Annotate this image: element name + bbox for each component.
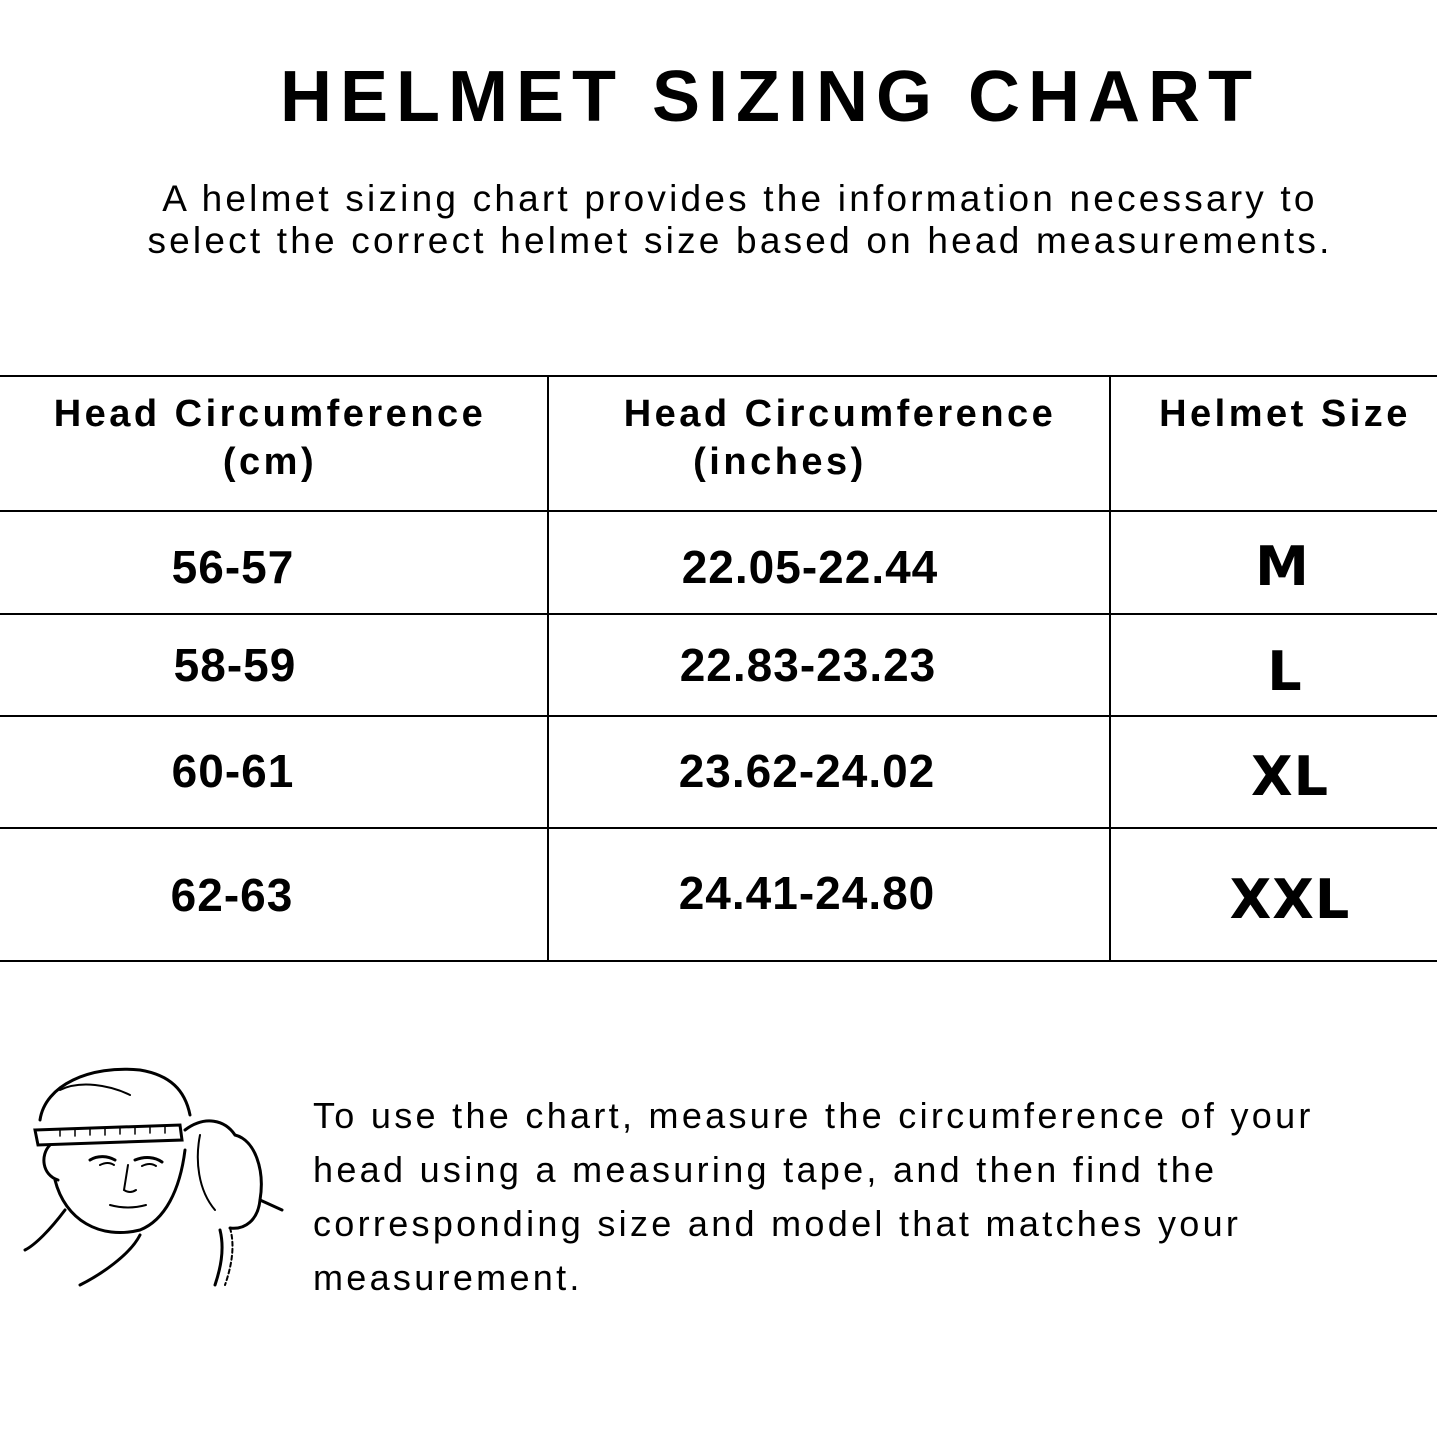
header-size: Helmet Size — [1125, 390, 1445, 438]
man-measuring-head-illustration — [23, 1067, 284, 1287]
intro-line-1: A helmet sizing chart provides the infor… — [162, 178, 1318, 219]
header-cm-line2: (cm) — [222, 441, 318, 483]
row-divider — [0, 613, 1437, 615]
cell-inches: 23.62-24.02 — [678, 745, 936, 797]
header-cm: Head Circumference (cm) — [0, 390, 540, 486]
cell-size: L — [1267, 640, 1303, 703]
column-divider — [547, 376, 549, 961]
intro-line-2: select the correct helmet size based on … — [147, 220, 1333, 261]
cell-inches: 22.05-22.44 — [681, 541, 939, 593]
page-title: HELMET SIZING CHART — [280, 57, 1260, 137]
cell-inches: 24.41-24.80 — [678, 867, 936, 919]
row-divider — [0, 715, 1437, 717]
cell-cm: 56-57 — [171, 541, 295, 593]
header-inches-line1: Head Circumference — [623, 393, 1057, 435]
instructions-line: measurement. — [313, 1257, 583, 1298]
instructions-line: corresponding size and model that matche… — [313, 1203, 1242, 1244]
instructions-text: To use the chart, measure the circumfere… — [313, 1090, 1443, 1306]
intro-text: A helmet sizing chart provides the infor… — [60, 178, 1420, 262]
header-inches-line2: (inches) — [693, 441, 867, 483]
header-size-line1: Helmet Size — [1159, 393, 1411, 435]
cell-size: XL — [1250, 745, 1330, 808]
header-inches: Head Circumference (inches) — [575, 390, 1105, 486]
cell-cm: 58-59 — [173, 639, 297, 691]
instructions-line: head using a measuring tape, and then fi… — [313, 1149, 1218, 1190]
cell-size: M — [1255, 535, 1310, 598]
row-divider — [0, 827, 1437, 829]
cell-cm: 60-61 — [171, 745, 295, 797]
table-border-bottom — [0, 960, 1437, 962]
cell-inches: 22.83-23.23 — [679, 639, 937, 691]
table-border-top — [0, 375, 1437, 377]
header-divider — [0, 510, 1437, 512]
instructions-line: To use the chart, measure the circumfere… — [313, 1095, 1314, 1136]
header-cm-line1: Head Circumference — [53, 393, 487, 435]
cell-cm: 62-63 — [170, 869, 294, 921]
column-divider — [1109, 376, 1111, 961]
cell-size: XXL — [1229, 868, 1351, 931]
